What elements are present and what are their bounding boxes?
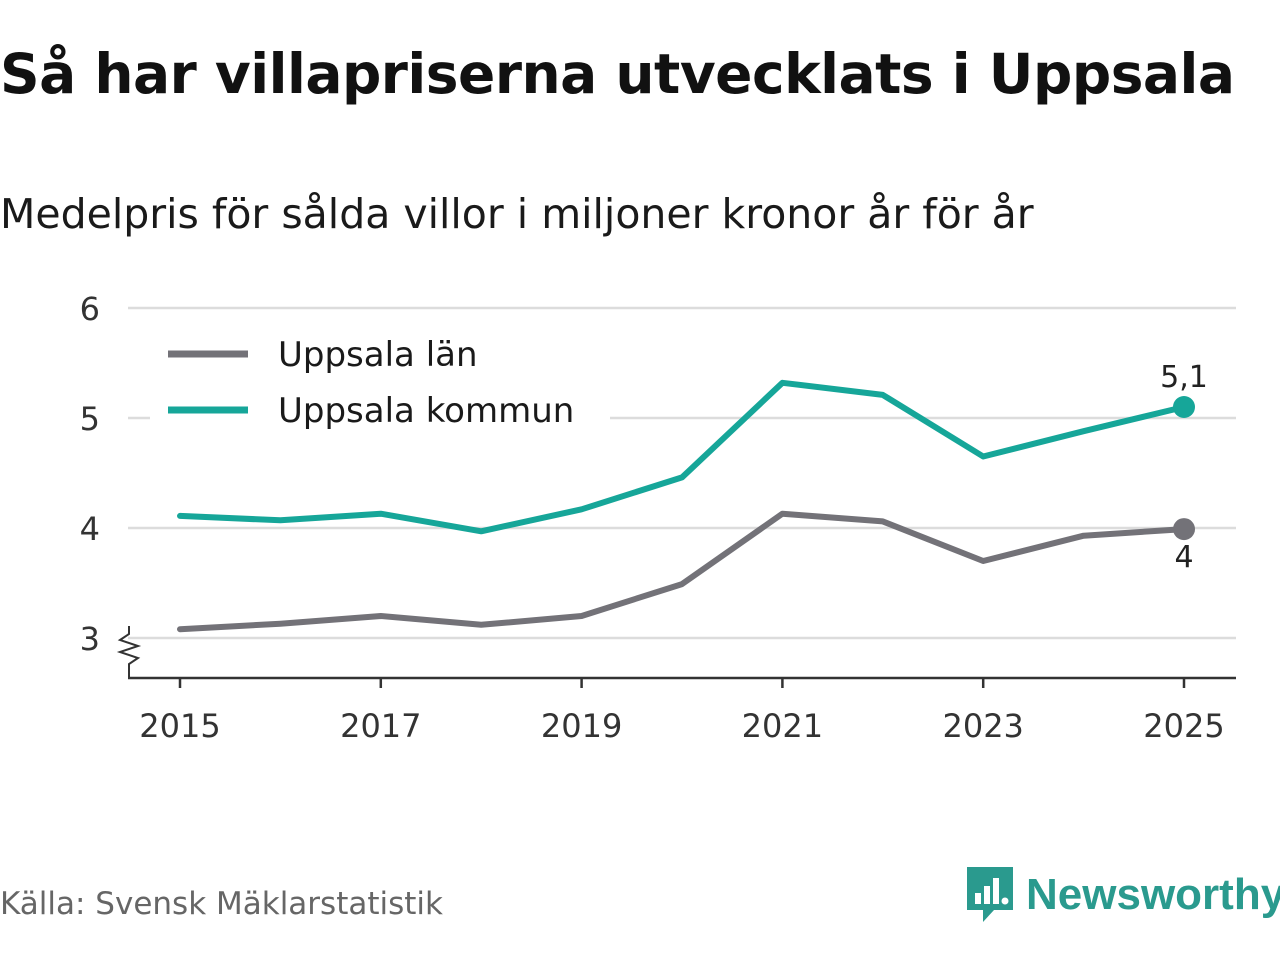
legend-label-0: Uppsala län [278,335,478,375]
x-tick-label: 2017 [340,707,421,745]
series-end-point-0 [1173,518,1195,541]
x-tick-label: 2025 [1143,707,1224,745]
brand-logo: Newsworthy [964,864,1280,926]
legend-label-1: Uppsala kommun [278,391,574,431]
series-lines: 45,1 [177,360,1208,633]
y-tick-label: 3 [80,620,100,658]
gridlines [128,306,1236,640]
x-axis: 2015 2017 2019 2021 2023 2025 [128,676,1236,745]
legend-background [150,330,610,440]
x-tick-label: 2021 [742,707,823,745]
source-note: Källa: Svensk Mäklarstatistik [0,886,443,922]
y-axis: 3 4 5 6 [80,290,142,678]
x-tick-label: 2023 [942,707,1023,745]
brand-name: Newsworthy [1026,870,1280,919]
newsworthy-logo-icon [967,867,1013,922]
chart-title: Så har villapriserna utvecklats i Uppsal… [0,42,1235,106]
series-end-label-0: 4 [1174,540,1193,575]
series-line-1 [177,379,1187,535]
y-tick-label: 6 [80,290,100,328]
series-end-label-1: 5,1 [1160,360,1208,395]
y-tick-label: 5 [80,400,100,438]
chart-subtitle: Medelpris för sålda villor i miljoner kr… [0,190,1034,238]
series-end-point-1 [1173,396,1195,418]
x-tick-label: 2019 [541,707,622,745]
y-axis-break-icon [116,626,142,678]
legend: Uppsala län Uppsala kommun [150,330,610,440]
y-tick-label: 4 [80,510,100,548]
x-tick-label: 2015 [139,707,220,745]
series-line-0 [177,510,1187,633]
